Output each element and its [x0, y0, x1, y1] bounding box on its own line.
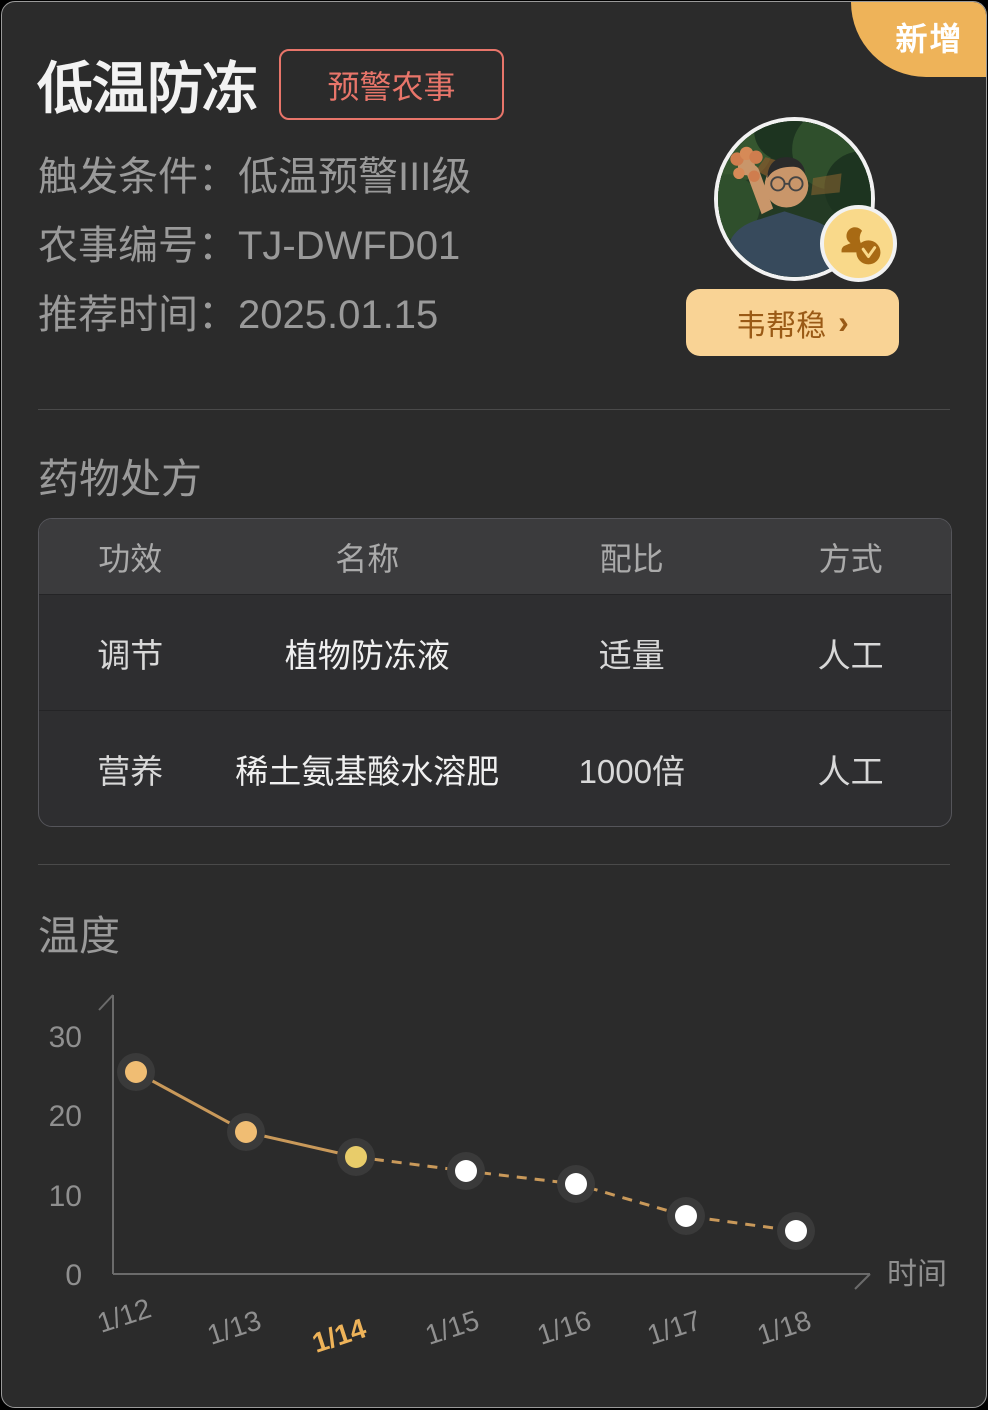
svg-text:20: 20 [49, 1100, 82, 1133]
svg-text:10: 10 [49, 1180, 82, 1213]
svg-text:时间: 时间 [887, 1258, 947, 1291]
svg-text:0: 0 [65, 1259, 82, 1292]
svg-text:30: 30 [49, 1021, 82, 1054]
